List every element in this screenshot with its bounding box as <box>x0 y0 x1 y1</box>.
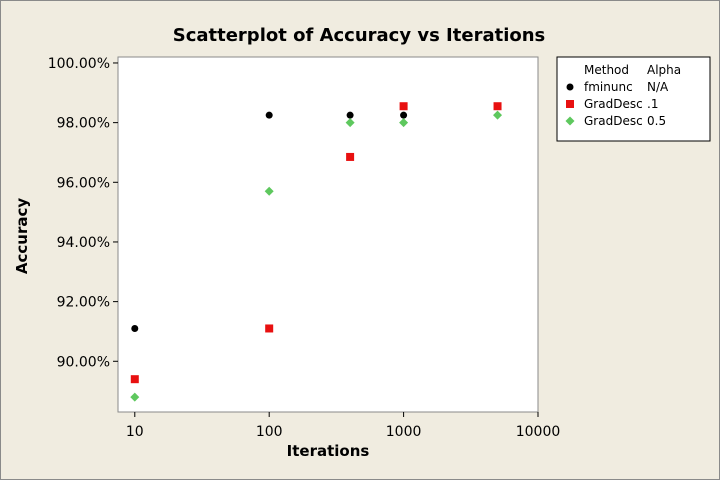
point-graddesc-1 <box>399 102 408 111</box>
y-tick-label: 90.00% <box>57 354 110 370</box>
legend-method: GradDesc <box>584 114 643 128</box>
x-tick-label: 10 <box>126 424 144 440</box>
x-tick-label: 10000 <box>516 424 561 440</box>
y-tick-label: 94.00% <box>57 235 110 251</box>
legend-header-method: Method <box>584 63 629 77</box>
chart-title: Scatterplot of Accuracy vs Iterations <box>173 25 546 46</box>
legend-header-alpha: Alpha <box>647 63 681 77</box>
y-axis: 90.00% 92.00% 94.00% 96.00% 98.00% 100.00% <box>48 56 118 370</box>
x-tick-label: 100 <box>256 424 283 440</box>
legend-method: fminunc <box>584 80 633 94</box>
legend-alpha: .1 <box>647 97 658 111</box>
y-axis-title: Accuracy <box>13 198 31 274</box>
legend-alpha: 0.5 <box>647 114 666 128</box>
x-axis-title: Iterations <box>287 442 370 460</box>
point-graddesc-0-5 <box>345 118 355 128</box>
legend: Method Alpha fminunc N/A GradDesc .1 GradDesc 0… <box>556 56 711 142</box>
y-tick-label: 100.00% <box>48 56 110 72</box>
plot-area <box>117 56 539 413</box>
legend-method: GradDesc <box>584 97 643 111</box>
y-tick-label: 92.00% <box>57 295 110 311</box>
point-fminunc-n-a <box>346 111 354 119</box>
y-tick-label: 96.00% <box>57 175 110 191</box>
point-graddesc-1 <box>265 324 274 333</box>
legend-marker <box>565 116 575 126</box>
point-fminunc-n-a <box>131 324 139 332</box>
point-fminunc-n-a <box>400 111 408 119</box>
x-tick-label: 1000 <box>386 424 422 440</box>
legend-box <box>556 56 711 142</box>
y-tick-label: 98.00% <box>57 116 110 132</box>
point-graddesc-1 <box>130 375 139 384</box>
legend-alpha: N/A <box>647 80 669 94</box>
data-points <box>130 102 503 402</box>
legend-marker <box>566 83 574 91</box>
x-axis: 10 100 1000 10000 <box>126 412 560 440</box>
point-graddesc-1 <box>346 152 355 161</box>
point-graddesc-0-5 <box>130 392 140 402</box>
point-graddesc-1 <box>493 102 502 111</box>
point-graddesc-0-5 <box>399 118 409 128</box>
point-graddesc-0-5 <box>264 186 274 196</box>
point-fminunc-n-a <box>265 111 273 119</box>
legend-marker <box>566 100 574 108</box>
point-graddesc-0-5 <box>493 110 503 120</box>
